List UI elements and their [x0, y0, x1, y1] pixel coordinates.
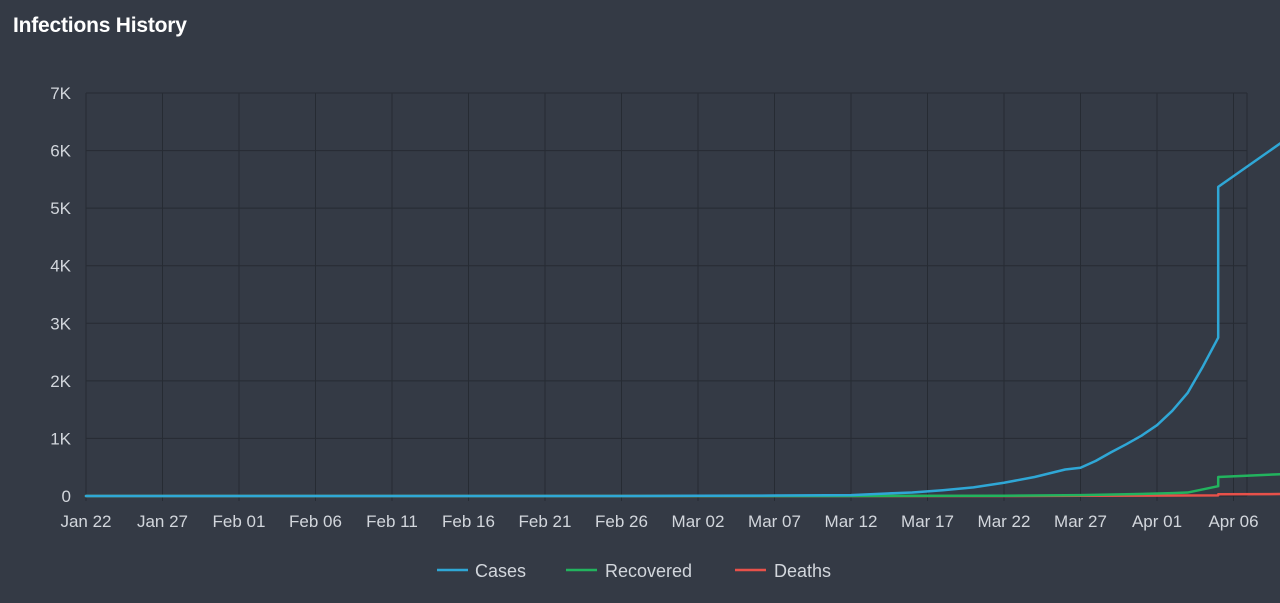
x-tick-label: Mar 27 [1054, 512, 1107, 531]
grid [85, 92, 1248, 501]
y-tick-label: 4K [50, 257, 71, 276]
x-tick-label: Jan 22 [60, 512, 111, 531]
x-tick-label: Feb 26 [595, 512, 648, 531]
x-tick-label: Jan 27 [137, 512, 188, 531]
chart-title: Infections History [13, 14, 187, 37]
x-tick-label: Feb 21 [519, 512, 572, 531]
y-tick-label: 0 [62, 487, 71, 506]
y-tick-label: 2K [50, 372, 71, 391]
y-tick-label: 1K [50, 429, 71, 448]
x-axis: Jan 22 Jan 27 Feb 01 Feb 06 Feb 11 Feb 16 Feb … [60, 512, 1258, 531]
x-tick-label: Mar 22 [978, 512, 1031, 531]
x-tick-label: Feb 01 [213, 512, 266, 531]
x-tick-label: Feb 06 [289, 512, 342, 531]
x-tick-label: Mar 17 [901, 512, 954, 531]
series-line-recovered [84, 472, 1280, 498]
x-tick-label: Feb 16 [442, 512, 495, 531]
y-axis: 0 1K 2K 3K 4K 5K 6K 7K [50, 84, 71, 506]
y-tick-label: 3K [50, 314, 71, 333]
legend[interactable]: Cases Recovered Deaths [437, 561, 831, 581]
series-lines [84, 142, 1280, 498]
x-tick-label: Feb 11 [366, 512, 418, 531]
y-tick-label: 7K [50, 84, 71, 103]
x-tick-label: Apr 06 [1208, 512, 1258, 531]
y-tick-label: 6K [50, 142, 71, 161]
y-tick-label: 5K [50, 199, 71, 218]
x-tick-label: Mar 02 [672, 512, 725, 531]
legend-item-cases[interactable]: Cases [437, 561, 526, 581]
legend-label: Cases [475, 561, 526, 581]
legend-label: Recovered [605, 561, 692, 581]
x-tick-label: Apr 01 [1132, 512, 1182, 531]
legend-label: Deaths [774, 561, 831, 581]
legend-item-recovered[interactable]: Recovered [566, 561, 692, 581]
legend-item-deaths[interactable]: Deaths [735, 561, 831, 581]
x-tick-label: Mar 12 [825, 512, 878, 531]
x-tick-label: Mar 07 [748, 512, 801, 531]
series-line-cases [84, 142, 1280, 498]
